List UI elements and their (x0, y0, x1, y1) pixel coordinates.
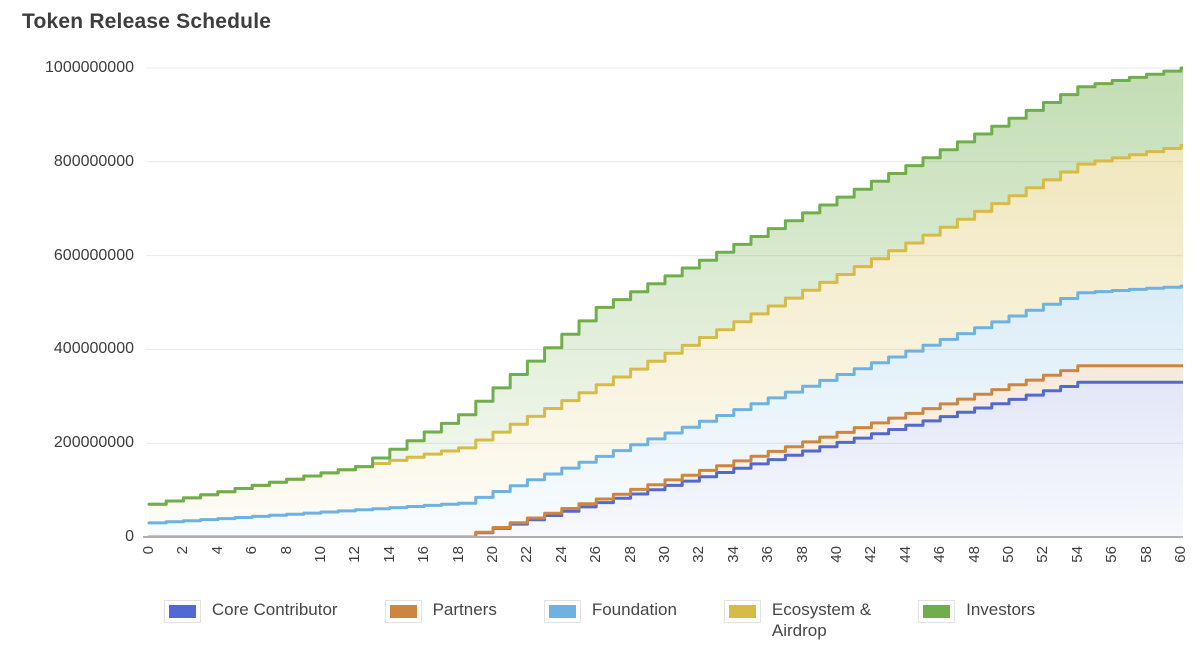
y-tick-label: 200000000 (53, 434, 134, 452)
x-tick-label: 26 (587, 546, 605, 563)
x-tick-label: 44 (896, 546, 914, 563)
x-tick-label: 32 (690, 546, 708, 563)
chart-title: Token Release Schedule (22, 10, 272, 33)
x-tick-label: 30 (656, 546, 673, 563)
y-tick-label: 400000000 (53, 340, 134, 358)
legend-label: Foundation (591, 600, 677, 619)
line-foundation[interactable] (147, 284, 1183, 525)
x-tick-label: 34 (724, 546, 742, 563)
x-tick-label: 50 (1000, 546, 1017, 563)
line-investors[interactable] (147, 66, 1183, 506)
line-core-contributor[interactable] (147, 380, 1183, 537)
area-core-contributor[interactable] (149, 382, 1183, 537)
legend-swatch-core-contributor (164, 601, 200, 622)
x-tick-label: 2 (174, 546, 192, 555)
x-tick-label: 18 (449, 546, 467, 563)
x-tick-label: 24 (552, 546, 570, 563)
legend-label: Investors (966, 600, 1036, 619)
x-tick-label: 14 (380, 546, 398, 563)
legend-label: Partners (432, 600, 497, 619)
x-tick-label: 54 (1068, 546, 1086, 563)
x-tick-label: 60 (1172, 546, 1189, 563)
x-tick-label: 28 (621, 546, 639, 563)
x-tick-label: 36 (759, 546, 777, 563)
legend-item-ecosystem-airdrop[interactable]: Ecosystem & Airdrop (724, 599, 872, 641)
x-tick-label: 0 (140, 546, 157, 555)
x-tick-label: 52 (1034, 546, 1052, 563)
x-tick-label: 38 (793, 546, 811, 563)
x-tick-label: 42 (862, 546, 880, 563)
x-tick-label: 40 (828, 546, 845, 563)
x-tick-label: 20 (484, 546, 501, 563)
x-tick-label: 46 (931, 546, 949, 563)
y-tick-label: 800000000 (53, 152, 134, 170)
line-partners[interactable] (147, 364, 1183, 537)
legend-item-foundation[interactable]: Foundation (544, 599, 677, 622)
x-tick-label: 6 (243, 546, 261, 555)
legend-label: Ecosystem & Airdrop (771, 600, 872, 640)
legend-swatch-ecosystem-airdrop (724, 601, 760, 622)
legend-swatch-foundation (544, 601, 580, 622)
y-tick-label: 600000000 (53, 246, 134, 264)
legend-item-investors[interactable]: Investors (919, 599, 1035, 622)
legend-item-core-contributor[interactable]: Core Contributor (164, 599, 338, 622)
legend-item-partners[interactable]: Partners (385, 599, 497, 622)
y-tick-label: 0 (125, 528, 134, 545)
x-tick-label: 58 (1137, 546, 1155, 563)
chart-legend: Core Contributor Partners Foundation Ecosys… (0, 599, 1200, 641)
x-tick-label: 4 (208, 546, 226, 555)
x-tick-label: 22 (518, 546, 536, 563)
x-tick-label: 10 (312, 546, 329, 563)
x-tick-label: 16 (415, 546, 433, 563)
legend-swatch-partners (385, 601, 421, 622)
y-tick-label: 1000000000 (45, 59, 134, 76)
x-tick-label: 48 (965, 546, 983, 563)
legend-swatch-investors (919, 601, 955, 622)
area-investors[interactable] (149, 68, 1183, 505)
x-tick-label: 56 (1103, 546, 1121, 563)
legend-label: Core Contributor (211, 600, 338, 619)
x-tick-label: 12 (346, 546, 364, 563)
x-tick-label: 8 (277, 546, 295, 555)
